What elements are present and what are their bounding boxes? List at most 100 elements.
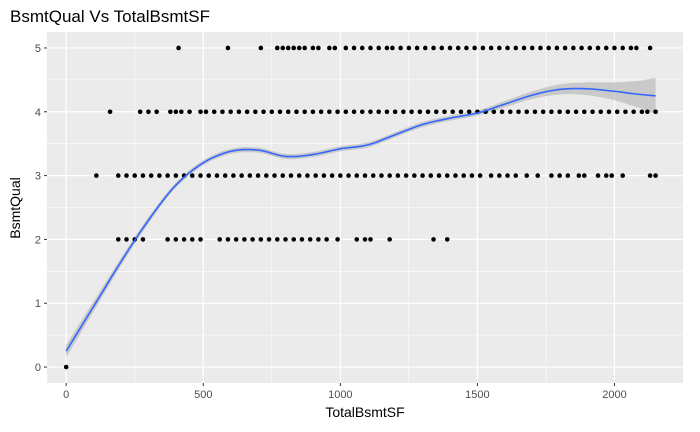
data-point [94, 173, 99, 178]
data-point [225, 237, 231, 242]
data-point [513, 45, 519, 51]
data-point [239, 173, 244, 178]
data-point [423, 45, 428, 51]
data-point [107, 109, 113, 115]
data-point [137, 109, 143, 115]
data-point [370, 173, 376, 178]
data-point [384, 109, 390, 115]
data-point [343, 45, 349, 51]
data-point [524, 173, 530, 178]
data-point [327, 45, 332, 51]
data-point [359, 109, 365, 115]
data-point [412, 173, 417, 178]
data-point [595, 173, 601, 178]
data-point [603, 45, 609, 51]
data-point [258, 237, 264, 242]
data-point [327, 109, 332, 115]
data-point [499, 109, 505, 115]
data-point [211, 109, 217, 115]
data-point [285, 45, 291, 51]
data-point [414, 45, 420, 51]
data-point [291, 45, 297, 51]
data-point [387, 173, 392, 178]
data-point [198, 237, 203, 242]
data-point [280, 173, 286, 178]
data-point [316, 45, 321, 51]
data-point [469, 173, 475, 178]
data-point [538, 45, 543, 51]
data-point [505, 45, 510, 51]
data-point [458, 109, 464, 115]
data-point [453, 173, 458, 178]
data-point [294, 109, 299, 115]
data-point [316, 237, 321, 242]
data-point [639, 109, 645, 115]
data-point [368, 45, 373, 51]
data-point [392, 109, 398, 115]
data-point [477, 173, 483, 178]
data-point [296, 45, 302, 51]
data-point [288, 173, 294, 178]
data-point [455, 45, 461, 51]
data-point [154, 109, 159, 115]
data-point [614, 109, 620, 115]
data-point [505, 173, 510, 178]
x-tick-label: 500 [194, 389, 212, 401]
data-point [269, 109, 275, 115]
data-point [305, 173, 310, 178]
data-point [497, 45, 502, 51]
data-point [488, 45, 494, 51]
data-point [444, 237, 450, 242]
x-tick-label: 0 [63, 389, 69, 401]
data-point [313, 173, 318, 178]
data-point [579, 45, 584, 51]
data-point [310, 109, 316, 115]
data-point [554, 45, 560, 51]
data-point [115, 237, 121, 242]
data-point [189, 173, 195, 178]
data-point [236, 109, 242, 115]
data-point [472, 45, 477, 51]
data-point [428, 173, 434, 178]
data-point [524, 109, 530, 115]
data-point [321, 173, 327, 178]
data-point [582, 173, 587, 178]
data-point [565, 109, 571, 115]
data-point [387, 237, 392, 242]
data-point [406, 45, 412, 51]
data-point [261, 109, 266, 115]
data-point [244, 109, 250, 115]
data-point [346, 173, 351, 178]
data-point [420, 173, 425, 178]
data-point [653, 109, 658, 115]
data-point [124, 237, 129, 242]
data-point [124, 173, 129, 178]
data-point [565, 173, 571, 178]
y-tick-label: 3 [35, 171, 41, 183]
data-point [354, 173, 360, 178]
data-point [480, 45, 486, 51]
y-axis-title: BsmtQual [7, 177, 23, 238]
data-point [461, 173, 466, 178]
data-point [351, 45, 357, 51]
data-point [582, 109, 587, 115]
data-point [338, 173, 343, 178]
data-points-layer [63, 45, 658, 370]
data-point [283, 237, 288, 242]
data-point [310, 45, 316, 51]
data-point [595, 45, 601, 51]
data-point [620, 45, 625, 51]
data-point [198, 173, 203, 178]
data-point [647, 173, 653, 178]
data-point [535, 173, 541, 178]
y-tick-label: 4 [35, 107, 41, 119]
data-point [631, 109, 636, 115]
smooth-line-layer [65, 87, 656, 352]
data-point [532, 109, 538, 115]
data-point [488, 173, 494, 178]
data-point [549, 173, 554, 178]
x-tick-label: 1500 [465, 389, 489, 401]
data-point [521, 45, 527, 51]
data-point [606, 109, 612, 115]
